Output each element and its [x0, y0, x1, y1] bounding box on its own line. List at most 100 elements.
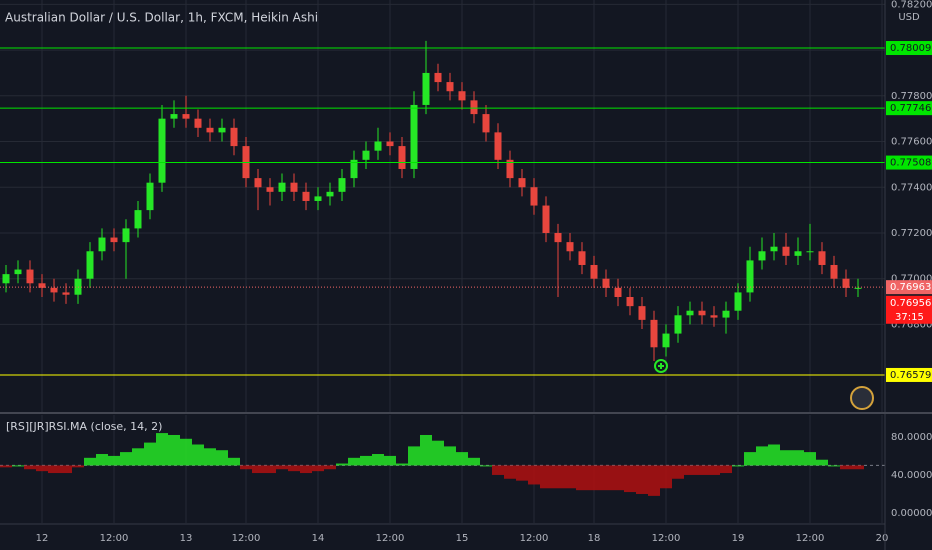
candle-body	[554, 232, 562, 243]
y-tick-label: 0.77400	[891, 182, 932, 193]
close-price-tag	[886, 295, 932, 324]
candle-body	[458, 91, 466, 101]
candle-body	[50, 287, 58, 293]
candle-body	[818, 251, 826, 265]
level-tag	[886, 367, 932, 382]
indicator-bar	[24, 465, 36, 470]
indicator-bar	[612, 465, 624, 491]
y-tick-label: 0.77200	[891, 228, 932, 239]
candle-body	[698, 310, 706, 316]
countdown: 37:15	[895, 312, 924, 323]
level-tag	[886, 101, 932, 116]
indicator-bar	[420, 434, 432, 466]
indicator-bar	[12, 465, 24, 467]
indicator-bar	[120, 452, 132, 466]
indicator-bar	[252, 465, 264, 474]
candle-body	[506, 159, 514, 179]
indicator-bar	[780, 450, 792, 466]
chart-title: Australian Dollar / U.S. Dollar, 1h, FXC…	[5, 11, 318, 25]
indicator-bar	[432, 440, 444, 466]
indicator-bar	[444, 446, 456, 466]
candle-body	[86, 251, 94, 279]
indicator-bar	[504, 465, 516, 479]
candle-body	[386, 141, 394, 147]
candle-body	[146, 182, 154, 211]
candle-body	[782, 246, 790, 256]
event-icon	[850, 386, 874, 410]
level-tag-label: 0.76579	[890, 370, 931, 381]
candle-body	[446, 82, 454, 92]
indicator-bar	[840, 465, 852, 470]
level-tag-label: 0.78009	[890, 43, 931, 54]
x-tick-label: 12	[36, 533, 49, 544]
y-tick-label: 0.76800	[891, 319, 932, 330]
candle-body	[194, 118, 202, 128]
candle-body	[734, 292, 742, 311]
indicator-bar	[564, 465, 576, 489]
candle-body	[590, 264, 598, 279]
indicator-bar	[216, 450, 228, 466]
indicator-bar	[600, 465, 612, 491]
overlay: 0.78009 0.77746 0.77508 0.76579 0.76963 0.769…	[886, 41, 932, 382]
candle-body	[218, 127, 226, 133]
candle-body	[614, 287, 622, 297]
marks	[0, 40, 885, 496]
indicator-bar	[720, 465, 732, 474]
candle-body	[410, 104, 418, 169]
signal-icon-cross	[658, 363, 664, 369]
indicator-tick-label: 40.00000	[891, 470, 932, 481]
candle-body	[482, 114, 490, 133]
indicator-bar	[96, 454, 108, 466]
indicator-bar	[180, 438, 192, 466]
indicator-bar	[468, 457, 480, 466]
x-tick-label: 12:00	[376, 533, 405, 544]
x-tick-label: 14	[312, 533, 325, 544]
indicator-bar	[264, 465, 276, 474]
candle-body	[170, 114, 178, 119]
indicator-bar	[696, 465, 708, 475]
candle-body	[14, 269, 22, 275]
candle-body	[494, 132, 502, 160]
indicator-bar	[108, 455, 120, 466]
candle-body	[362, 150, 370, 160]
candle-body	[98, 237, 106, 252]
indicator-bar	[708, 465, 720, 475]
indicator-bar	[156, 433, 168, 466]
x-tick-label: 19	[732, 533, 745, 544]
indicator-tick-label: 80.00000	[891, 432, 932, 443]
candle-body	[230, 127, 238, 147]
x-tick-label: 12:00	[652, 533, 681, 544]
x-tick-label: 12:00	[100, 533, 129, 544]
indicator-bar	[240, 465, 252, 470]
y-tick-label: 0.77800	[891, 91, 932, 102]
candle-body	[374, 141, 382, 151]
indicator-bar	[132, 448, 144, 466]
indicator-bar	[168, 434, 180, 466]
indicator-bar	[744, 452, 756, 466]
indicator-bar	[528, 465, 540, 485]
candle-body	[122, 228, 130, 243]
candle-body	[710, 315, 718, 318]
indicator-bar	[360, 455, 372, 466]
candle-body	[350, 159, 358, 179]
indicator-bar	[60, 465, 72, 474]
candle-body	[326, 191, 334, 197]
indicator-bar	[768, 444, 780, 466]
x-tick-label: 20	[876, 533, 889, 544]
indicator-bar	[492, 465, 504, 475]
indicator-bar	[396, 463, 408, 466]
candle-body	[518, 178, 526, 188]
x-tick-label: 12:00	[796, 533, 825, 544]
candle-body	[290, 182, 298, 192]
candle-body	[206, 127, 214, 133]
indicator-bar	[852, 465, 864, 470]
indicator-bar	[684, 465, 696, 475]
candle-body	[434, 72, 442, 83]
candle-body	[758, 251, 766, 261]
indicator-title: [RS][JR]RSI.MA (close, 14, 2)	[6, 420, 162, 433]
candle-body	[530, 187, 538, 206]
indicator-bar	[288, 465, 300, 472]
